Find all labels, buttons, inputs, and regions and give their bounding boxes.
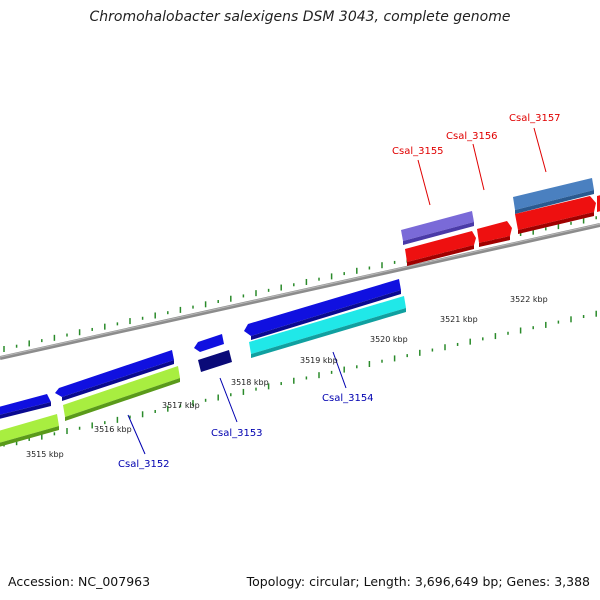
lower-tick-row — [3, 310, 597, 447]
gene-label-csal-3157[interactable]: Csal_3157 — [509, 113, 561, 124]
tick-label-3520: 3520 kbp — [370, 335, 408, 344]
callout-line-3156 — [472, 143, 485, 191]
gene-label-csal-3153[interactable]: Csal_3153 — [211, 428, 263, 439]
callout-line-3153 — [219, 377, 238, 423]
feature-csal-3152-lower[interactable] — [0, 366, 180, 448]
tick-label-3516: 3516 kbp — [94, 425, 132, 434]
accession-text: Accession: NC_007963 — [8, 574, 151, 589]
feature-csal-3152-upper-b[interactable] — [55, 350, 174, 401]
gene-label-csal-3156[interactable]: Csal_3156 — [446, 131, 498, 142]
gene-label-csal-3155[interactable]: Csal_3155 — [392, 146, 444, 157]
feature-csal-3154-upper[interactable] — [244, 279, 401, 340]
feature-csal-3155[interactable] — [401, 211, 474, 245]
tick-label-3522: 3522 kbp — [510, 295, 548, 304]
tick-label-3517: 3517 kbp — [162, 401, 200, 410]
callout-line-3152 — [127, 414, 146, 455]
callout-line-3155 — [417, 159, 431, 206]
feature-csal-3154-lower[interactable] — [249, 296, 406, 358]
gene-label-csal-3154[interactable]: Csal_3154 — [322, 393, 374, 404]
tick-label-3515: 3515 kbp — [26, 450, 64, 459]
genome-backbone — [0, 223, 600, 360]
gene-label-csal-3152[interactable]: Csal_3152 — [118, 459, 170, 470]
tick-label-3521: 3521 kbp — [440, 315, 478, 324]
feature-csal-3157[interactable] — [513, 178, 594, 214]
callout-line-3154 — [332, 351, 347, 389]
tick-label-3519: 3519 kbp — [300, 356, 338, 365]
map-title: Chromohalobacter salexigens DSM 3043, co… — [89, 9, 511, 25]
genome-stats-text: Topology: circular; Length: 3,696,649 bp… — [246, 574, 590, 589]
feature-csal-3156[interactable] — [477, 221, 512, 247]
feature-csal-3152-upper[interactable] — [0, 394, 51, 420]
tick-label-3518: 3518 kbp — [231, 378, 269, 387]
callout-line-3157 — [533, 127, 547, 173]
feature-csal-3157-red[interactable] — [515, 194, 600, 234]
feature-csal-3155-red[interactable] — [405, 231, 476, 266]
feature-csal-3153[interactable] — [194, 334, 232, 372]
